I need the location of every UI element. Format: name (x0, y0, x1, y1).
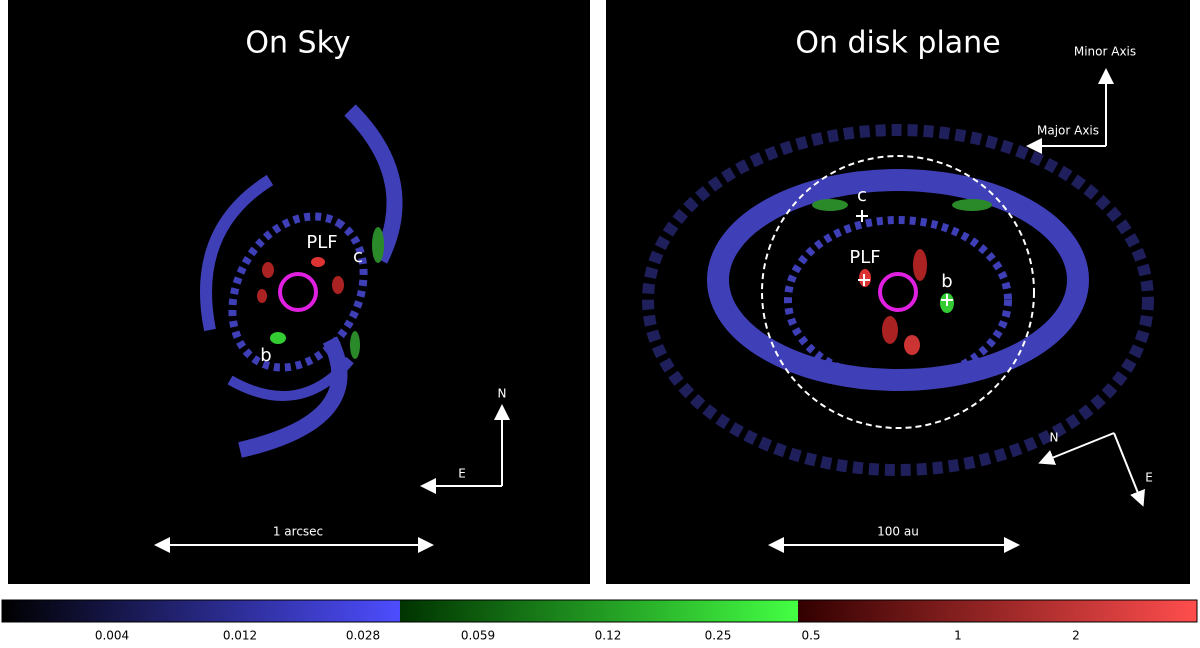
colorbar-tick-label: 2 (1072, 629, 1080, 643)
colorbar-ticks: 0.004 0.012 0.028 0.059 0.12 0.25 0.5 1 2 (95, 629, 1080, 643)
major-axis-label: Major Axis (1037, 124, 1099, 138)
planet-markers (856, 210, 953, 306)
compass-e: E (1145, 471, 1153, 485)
label-c: c (857, 185, 867, 206)
panel-background (8, 0, 590, 584)
colorbar-tick-label: 0.5 (801, 629, 820, 643)
label-b: b (260, 345, 271, 366)
compass-n: N (498, 387, 507, 401)
coronagraph-mask (878, 272, 918, 312)
compass-n: N (1050, 431, 1059, 445)
colorbar-tick-label: 0.004 (95, 629, 129, 643)
colorbar-tick-label: 0.12 (595, 629, 622, 643)
colorbar-tick-label: 0.25 (705, 629, 732, 643)
axes-arrows (1026, 68, 1114, 154)
dashed-circle (761, 155, 1035, 429)
colorbar-tick-label: 0.059 (461, 629, 495, 643)
colorbar-frame (1, 599, 1198, 623)
label-plf: PLF (849, 247, 880, 268)
colorbar: 0.004 0.012 0.028 0.059 0.12 0.25 0.5 1 2 (1, 599, 1198, 643)
coronagraph-mask (278, 272, 318, 312)
panel-title: On Sky (245, 26, 350, 61)
compass (1038, 432, 1145, 507)
panel-background (606, 0, 1190, 584)
scale-label: 1 arcsec (273, 525, 323, 539)
panel-title: On disk plane (795, 26, 1000, 61)
disk-arcs (200, 104, 403, 458)
colorbar-tick-label: 0.012 (223, 629, 257, 643)
colorbar-segment (400, 600, 798, 622)
colorbar-segment (2, 600, 400, 622)
disk-ring (642, 124, 1154, 476)
scale-label: 100 au (877, 525, 919, 539)
compass-e: E (458, 467, 466, 481)
colorbar-segment (798, 600, 1197, 622)
label-c: c (353, 246, 363, 267)
minor-axis-label: Minor Axis (1074, 45, 1136, 59)
colorbar-tick-label: 0.028 (346, 629, 380, 643)
label-b: b (941, 271, 952, 292)
colorbar-tick-label: 1 (954, 629, 962, 643)
compass (420, 404, 510, 494)
residual-features (812, 199, 992, 355)
panel-disk-plane: On disk plane Minor Axis Major Axis c PL… (606, 0, 1190, 584)
residual-features (257, 227, 384, 359)
panel-on-sky: On Sky PLF c b N E 1 arcsec (8, 0, 590, 584)
label-plf: PLF (306, 232, 337, 253)
